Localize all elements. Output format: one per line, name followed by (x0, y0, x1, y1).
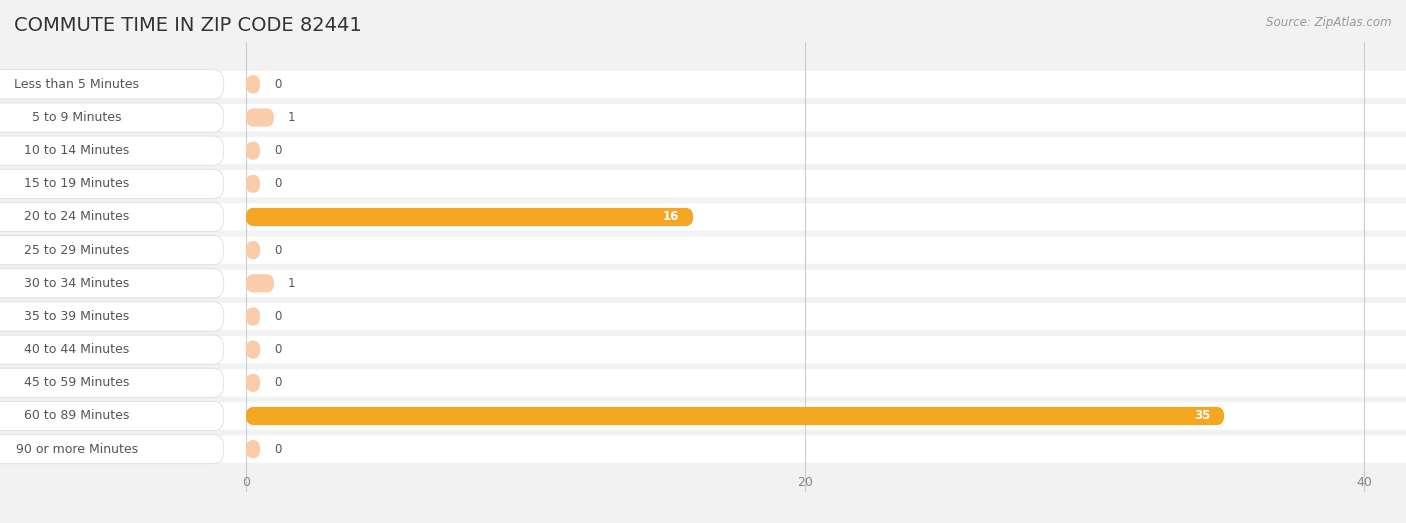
Text: 0: 0 (274, 310, 281, 323)
Text: COMMUTE TIME IN ZIP CODE 82441: COMMUTE TIME IN ZIP CODE 82441 (14, 16, 361, 35)
Text: 30 to 34 Minutes: 30 to 34 Minutes (24, 277, 129, 290)
FancyBboxPatch shape (0, 336, 1406, 363)
FancyBboxPatch shape (0, 70, 224, 99)
Text: 0: 0 (274, 78, 281, 91)
Text: Less than 5 Minutes: Less than 5 Minutes (14, 78, 139, 91)
FancyBboxPatch shape (246, 108, 274, 127)
FancyBboxPatch shape (0, 270, 1406, 297)
FancyBboxPatch shape (0, 169, 224, 198)
FancyBboxPatch shape (0, 103, 224, 132)
FancyBboxPatch shape (0, 303, 1406, 330)
Text: 35 to 39 Minutes: 35 to 39 Minutes (24, 310, 129, 323)
FancyBboxPatch shape (0, 202, 224, 232)
Text: 0: 0 (274, 244, 281, 257)
FancyBboxPatch shape (0, 203, 1406, 231)
FancyBboxPatch shape (246, 308, 260, 326)
Text: 1: 1 (288, 277, 295, 290)
FancyBboxPatch shape (0, 368, 224, 397)
FancyBboxPatch shape (246, 374, 260, 392)
FancyBboxPatch shape (0, 137, 1406, 164)
FancyBboxPatch shape (246, 274, 274, 292)
FancyBboxPatch shape (246, 241, 260, 259)
FancyBboxPatch shape (0, 435, 224, 464)
Text: 0: 0 (274, 377, 281, 389)
FancyBboxPatch shape (0, 401, 224, 430)
Text: 0: 0 (274, 442, 281, 456)
FancyBboxPatch shape (0, 136, 224, 165)
FancyBboxPatch shape (0, 402, 1406, 429)
FancyBboxPatch shape (0, 436, 1406, 463)
Text: 40 to 44 Minutes: 40 to 44 Minutes (24, 343, 129, 356)
Text: 20 to 24 Minutes: 20 to 24 Minutes (24, 210, 129, 223)
FancyBboxPatch shape (246, 440, 260, 458)
FancyBboxPatch shape (246, 340, 260, 359)
FancyBboxPatch shape (0, 235, 224, 265)
FancyBboxPatch shape (0, 269, 224, 298)
Text: 35: 35 (1194, 410, 1211, 423)
Text: 60 to 89 Minutes: 60 to 89 Minutes (24, 410, 129, 423)
FancyBboxPatch shape (0, 302, 224, 331)
Text: 25 to 29 Minutes: 25 to 29 Minutes (24, 244, 129, 257)
FancyBboxPatch shape (0, 170, 1406, 197)
Text: 5 to 9 Minutes: 5 to 9 Minutes (32, 111, 122, 124)
FancyBboxPatch shape (0, 236, 1406, 264)
Text: Source: ZipAtlas.com: Source: ZipAtlas.com (1267, 16, 1392, 29)
FancyBboxPatch shape (0, 71, 1406, 98)
FancyBboxPatch shape (246, 407, 1225, 425)
Text: 1: 1 (288, 111, 295, 124)
FancyBboxPatch shape (0, 369, 1406, 396)
FancyBboxPatch shape (246, 208, 693, 226)
Text: 45 to 59 Minutes: 45 to 59 Minutes (24, 377, 129, 389)
FancyBboxPatch shape (0, 104, 1406, 131)
FancyBboxPatch shape (246, 142, 260, 160)
Text: 0: 0 (274, 177, 281, 190)
FancyBboxPatch shape (0, 335, 224, 364)
FancyBboxPatch shape (246, 75, 260, 94)
Text: 15 to 19 Minutes: 15 to 19 Minutes (24, 177, 129, 190)
Text: 0: 0 (274, 343, 281, 356)
FancyBboxPatch shape (246, 175, 260, 193)
Text: 0: 0 (274, 144, 281, 157)
Text: 90 or more Minutes: 90 or more Minutes (15, 442, 138, 456)
Text: 16: 16 (662, 210, 679, 223)
Text: 10 to 14 Minutes: 10 to 14 Minutes (24, 144, 129, 157)
